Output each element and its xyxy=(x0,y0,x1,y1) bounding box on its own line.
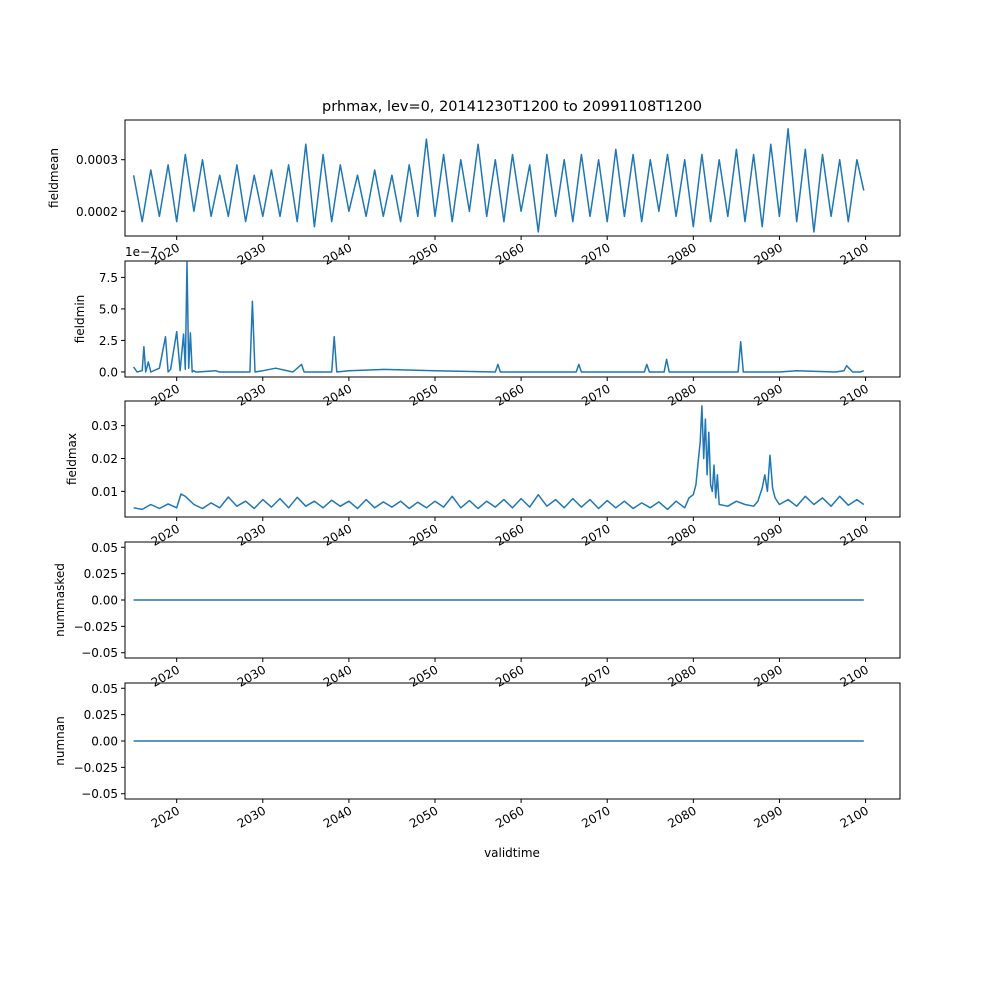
x-tick-label: 2100 xyxy=(838,240,871,267)
x-tick-label: 2030 xyxy=(235,662,268,689)
y-axis-label: fieldmax xyxy=(65,433,79,485)
x-tick-label: 2080 xyxy=(665,521,698,548)
y-tick-label: 0.025 xyxy=(84,708,118,722)
x-tick-label: 2080 xyxy=(665,662,698,689)
y-axis-label: nummasked xyxy=(53,563,67,637)
x-tick-label: 2020 xyxy=(149,521,182,548)
y-tick-label: −0.05 xyxy=(81,646,118,660)
x-tick-label: 2040 xyxy=(321,662,354,689)
x-tick-label: 2060 xyxy=(493,803,526,830)
x-tick-label: 2080 xyxy=(665,803,698,830)
x-tick-label: 2070 xyxy=(579,803,612,830)
x-tick-label: 2090 xyxy=(751,521,784,548)
x-tick-label: 2030 xyxy=(235,521,268,548)
y-tick-label: 5.0 xyxy=(99,302,118,316)
x-tick-label: 2030 xyxy=(235,381,268,408)
series-line-fieldmax xyxy=(133,405,865,511)
x-tick-label: 2050 xyxy=(407,521,440,548)
subplot-stack: 0.0002 0.0003 2020 2030 2040 2050 2060 2070 2080… xyxy=(47,119,901,831)
subplot-fieldmax: 0.01 0.02 0.03 2020 2030 2040 2050 2060 2070 2080… xyxy=(65,400,901,549)
y-axis-label: fieldmean xyxy=(47,148,61,208)
x-tick-label: 2090 xyxy=(751,662,784,689)
x-tick-label: 2100 xyxy=(838,803,871,830)
y-tick-label: 0.03 xyxy=(91,419,118,433)
x-tick-label: 2090 xyxy=(751,240,784,267)
axes-frame xyxy=(124,260,901,378)
y-tick-label: −0.025 xyxy=(74,761,118,775)
y-tick-label: 0.02 xyxy=(91,452,118,466)
x-tick-label: 2050 xyxy=(407,381,440,408)
x-tick-label: 2100 xyxy=(838,521,871,548)
y-tick-label: 0.00 xyxy=(91,735,118,749)
series-line-fieldmean xyxy=(132,128,865,233)
x-tick-label: 2040 xyxy=(321,803,354,830)
y-tick-label: −0.025 xyxy=(74,620,118,634)
y-tick-label: 7.5 xyxy=(99,271,118,285)
y-tick-label: 0.0 xyxy=(99,365,118,379)
series-line-fieldmin xyxy=(132,261,865,373)
x-tick-label: 2060 xyxy=(493,662,526,689)
x-tick-label: 2050 xyxy=(407,803,440,830)
x-tick-label: 2040 xyxy=(321,381,354,408)
x-tick-label: 2070 xyxy=(579,381,612,408)
x-tick-label: 2040 xyxy=(321,521,354,548)
x-axis-label: validtime xyxy=(484,846,540,860)
x-tick-label: 2090 xyxy=(751,381,784,408)
x-tick-label: 2070 xyxy=(579,240,612,267)
x-tick-label: 2020 xyxy=(149,381,182,408)
x-tick-label: 2030 xyxy=(235,240,268,267)
x-tick-label: 2060 xyxy=(493,381,526,408)
y-tick-label: 0.01 xyxy=(91,485,118,499)
subplot-numnan: −0.05 −0.025 0.00 0.025 0.05 2020 2030 2040 2050… xyxy=(53,682,901,831)
x-tick-label: 2020 xyxy=(149,662,182,689)
y-tick-label: 0.00 xyxy=(91,594,118,608)
y-tick-label: 0.05 xyxy=(91,541,118,555)
x-tick-label: 2080 xyxy=(665,381,698,408)
y-tick-label: 0.0003 xyxy=(76,153,118,167)
x-tick-label: 2090 xyxy=(751,803,784,830)
x-tick-label: 2080 xyxy=(665,240,698,267)
figure-title: prhmax, lev=0, 20141230T1200 to 20991108… xyxy=(322,99,702,115)
axes-frame xyxy=(124,119,901,237)
x-tick-label: 2070 xyxy=(579,521,612,548)
x-tick-label: 2100 xyxy=(838,381,871,408)
x-tick-label: 2020 xyxy=(149,803,182,830)
y-offset-label: 1e−7 xyxy=(125,245,158,259)
y-tick-label: −0.05 xyxy=(81,787,118,801)
axes-frame xyxy=(124,400,901,518)
subplot-fieldmin: 0.0 2.5 5.0 7.5 2020 2030 2040 2050 2060 2070 2080… xyxy=(73,245,901,409)
y-tick-label: 2.5 xyxy=(99,334,118,348)
x-tick-label: 2050 xyxy=(407,240,440,267)
x-tick-label: 2040 xyxy=(321,240,354,267)
y-axis-label: numnan xyxy=(53,716,67,765)
x-tick-label: 2060 xyxy=(493,240,526,267)
y-tick-label: 0.05 xyxy=(91,682,118,696)
x-tick-label: 2030 xyxy=(235,803,268,830)
x-tick-label: 2050 xyxy=(407,662,440,689)
subplot-nummasked: −0.05 −0.025 0.00 0.025 0.05 2020 2030 2040 2050… xyxy=(53,541,901,690)
y-axis-label: fieldmin xyxy=(73,295,87,344)
y-tick-label: 0.025 xyxy=(84,567,118,581)
x-tick-label: 2100 xyxy=(838,662,871,689)
x-tick-label: 2070 xyxy=(579,662,612,689)
y-tick-label: 0.0002 xyxy=(76,205,118,219)
x-tick-label: 2060 xyxy=(493,521,526,548)
